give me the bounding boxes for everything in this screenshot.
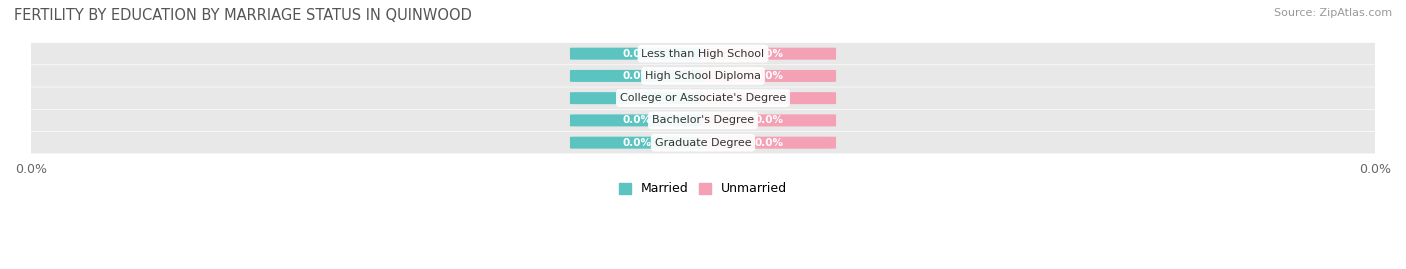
Text: FERTILITY BY EDUCATION BY MARRIAGE STATUS IN QUINWOOD: FERTILITY BY EDUCATION BY MARRIAGE STATU… (14, 8, 472, 23)
Text: 0.0%: 0.0% (623, 138, 651, 148)
FancyBboxPatch shape (702, 137, 837, 149)
FancyBboxPatch shape (21, 43, 1385, 65)
Text: 0.0%: 0.0% (755, 138, 783, 148)
FancyBboxPatch shape (569, 137, 704, 149)
FancyBboxPatch shape (569, 70, 704, 82)
Text: Less than High School: Less than High School (641, 49, 765, 59)
Text: Bachelor's Degree: Bachelor's Degree (652, 115, 754, 125)
Text: 0.0%: 0.0% (623, 49, 651, 59)
Text: High School Diploma: High School Diploma (645, 71, 761, 81)
Text: 0.0%: 0.0% (623, 115, 651, 125)
FancyBboxPatch shape (21, 132, 1385, 153)
Text: 0.0%: 0.0% (623, 71, 651, 81)
FancyBboxPatch shape (569, 48, 704, 60)
FancyBboxPatch shape (702, 92, 837, 104)
Text: 0.0%: 0.0% (623, 93, 651, 103)
Text: 0.0%: 0.0% (755, 93, 783, 103)
FancyBboxPatch shape (569, 114, 704, 126)
Text: 0.0%: 0.0% (755, 115, 783, 125)
FancyBboxPatch shape (569, 92, 704, 104)
FancyBboxPatch shape (702, 114, 837, 126)
FancyBboxPatch shape (21, 110, 1385, 131)
Text: Source: ZipAtlas.com: Source: ZipAtlas.com (1274, 8, 1392, 18)
FancyBboxPatch shape (702, 70, 837, 82)
FancyBboxPatch shape (702, 48, 837, 60)
Legend: Married, Unmarried: Married, Unmarried (613, 177, 793, 200)
FancyBboxPatch shape (21, 65, 1385, 87)
Text: College or Associate's Degree: College or Associate's Degree (620, 93, 786, 103)
FancyBboxPatch shape (21, 87, 1385, 109)
Text: 0.0%: 0.0% (755, 71, 783, 81)
Text: Graduate Degree: Graduate Degree (655, 138, 751, 148)
Text: 0.0%: 0.0% (755, 49, 783, 59)
